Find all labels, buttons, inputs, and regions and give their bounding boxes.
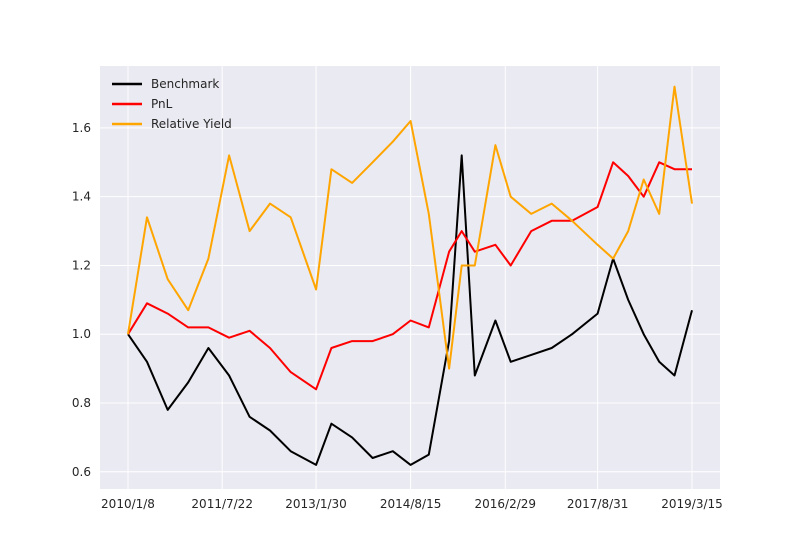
legend-label-benchmark: Benchmark — [151, 77, 219, 91]
x-tick-label: 2013/1/30 — [285, 497, 347, 511]
x-tick-label: 2016/2/29 — [475, 497, 537, 511]
series-line-pnl — [127, 161, 692, 391]
x-axis-ticks: 2010/1/8 2011/7/22 2013/1/30 2014/8/15 2016/… — [101, 497, 723, 511]
legend-label-pnl: PnL — [151, 97, 173, 111]
legend-label-relative-yield: Relative Yield — [151, 117, 232, 131]
series-line-relative-yield — [127, 85, 693, 370]
x-tick-label: 2019/3/15 — [661, 497, 723, 511]
x-tick-label: 2017/8/31 — [567, 497, 629, 511]
y-tick-label: 0.8 — [72, 396, 91, 410]
y-tick-label: 1.0 — [72, 327, 91, 341]
x-tick-label: 2011/7/22 — [191, 497, 253, 511]
y-axis-ticks: 0.6 0.8 1.0 1.2 1.4 1.6 — [72, 121, 91, 479]
plot-area — [100, 66, 720, 489]
y-tick-label: 1.6 — [72, 121, 91, 135]
series-layer — [127, 85, 693, 466]
y-tick-label: 0.6 — [72, 465, 91, 479]
x-tick-label: 2010/1/8 — [101, 497, 155, 511]
legend: Benchmark PnL Relative Yield — [112, 77, 232, 131]
x-tick-label: 2014/8/15 — [380, 497, 442, 511]
y-tick-label: 1.4 — [72, 190, 91, 204]
y-tick-label: 1.2 — [72, 258, 91, 272]
